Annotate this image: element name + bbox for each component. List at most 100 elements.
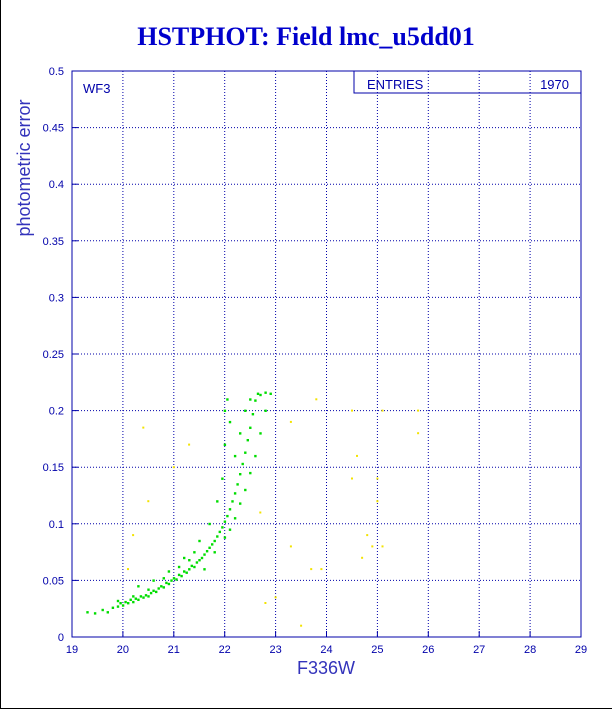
data-point [233, 492, 237, 495]
data-point [231, 500, 234, 503]
data-point [106, 611, 109, 614]
x-axis-label: F336W [297, 658, 355, 678]
data-point [195, 561, 199, 564]
x-tick-label: 28 [524, 644, 536, 656]
data-point [233, 517, 237, 520]
data-point [259, 432, 262, 435]
data-point-outlier [259, 511, 262, 514]
data-point-outlier [376, 477, 379, 480]
data-point [147, 595, 150, 598]
data-point [226, 514, 229, 518]
data-point-outlier [366, 534, 369, 537]
data-point [124, 600, 127, 604]
data-point [152, 579, 155, 582]
stats-box: ENTRIES 1970 [353, 71, 581, 94]
data-point [221, 526, 224, 529]
y-tick-label: 0.2 [49, 406, 64, 418]
data-point [86, 611, 89, 614]
data-point-outlier [381, 409, 384, 412]
x-tick-label: 23 [269, 644, 281, 656]
data-point [129, 598, 132, 601]
data-point [239, 502, 242, 505]
x-tick-label: 19 [66, 644, 78, 656]
data-point [249, 398, 252, 401]
y-tick-label: 0 [58, 632, 64, 644]
y-tick-label: 0.25 [43, 349, 64, 361]
data-point [236, 483, 239, 486]
data-point [165, 581, 168, 585]
data-point-outlier [356, 454, 358, 457]
data-point-outlier [300, 624, 303, 627]
data-point [223, 520, 227, 523]
x-axis-ticks: 19 20 21 22 23 24 25 26 27 28 29 [66, 631, 587, 656]
data-point [259, 393, 262, 397]
data-point [216, 500, 219, 503]
data-point [228, 508, 232, 511]
data-point [198, 539, 201, 543]
data-point [208, 522, 211, 526]
data-point [119, 602, 122, 605]
data-point [121, 604, 125, 607]
data-point [170, 579, 173, 582]
data-point [175, 578, 178, 581]
data-point [188, 568, 191, 571]
data-point [116, 605, 120, 608]
data-point [254, 399, 257, 402]
x-tick-label: 24 [320, 644, 332, 656]
data-point-outlier [361, 556, 364, 559]
data-point [162, 586, 165, 589]
data-point [183, 570, 186, 573]
y-axis-ticks: 0 0.05 0.1 0.15 0.2 0.25 0.3 0.35 0.4 0.45 0.5 [43, 66, 78, 644]
data-point-outlier [417, 432, 420, 435]
y-tick-label: 0.35 [43, 236, 64, 248]
x-tick-label: 20 [117, 644, 129, 656]
data-point [264, 409, 267, 412]
data-point [213, 539, 216, 543]
data-point [216, 535, 219, 538]
x-tick-label: 26 [422, 644, 434, 656]
data-point [193, 551, 196, 554]
data-point [127, 602, 130, 605]
y-tick-label: 0.15 [43, 462, 64, 474]
data-point [152, 589, 155, 592]
data-point [223, 443, 227, 446]
plot-grid [72, 71, 581, 637]
data-points [86, 391, 420, 627]
chart-title: HSTPHOT: Field lmc_u5dd01 [137, 22, 475, 51]
panel-label: WF3 [83, 81, 110, 96]
x-tick-label: 21 [168, 644, 180, 656]
data-point [228, 420, 232, 424]
data-point [198, 559, 201, 562]
data-point-outlier [351, 409, 353, 412]
stats-entries-value: 1970 [540, 77, 569, 92]
data-point [223, 536, 227, 539]
data-point [249, 426, 252, 429]
data-point [137, 585, 140, 588]
data-point-outlier [320, 568, 323, 571]
data-point [228, 528, 232, 531]
y-tick-label: 0.4 [49, 179, 64, 191]
data-point [244, 451, 247, 454]
data-point-outlier [172, 466, 175, 469]
data-point-outlier [274, 596, 277, 599]
data-point-outlier [376, 500, 379, 503]
data-point [185, 571, 188, 574]
data-point [193, 565, 196, 569]
data-point [239, 432, 242, 435]
data-point [157, 587, 160, 590]
data-point [256, 392, 260, 395]
data-point [167, 570, 171, 573]
data-point [226, 398, 229, 401]
data-point [203, 553, 206, 556]
y-axis-label: photometric error [14, 99, 34, 236]
data-point [111, 606, 115, 609]
y-tick-label: 0.3 [49, 292, 64, 304]
data-point [223, 409, 227, 412]
data-point-outlier [381, 545, 384, 548]
x-tick-label: 27 [473, 644, 485, 656]
data-point [233, 454, 237, 458]
data-point [177, 565, 181, 569]
data-point [180, 574, 183, 578]
data-point [144, 594, 148, 597]
